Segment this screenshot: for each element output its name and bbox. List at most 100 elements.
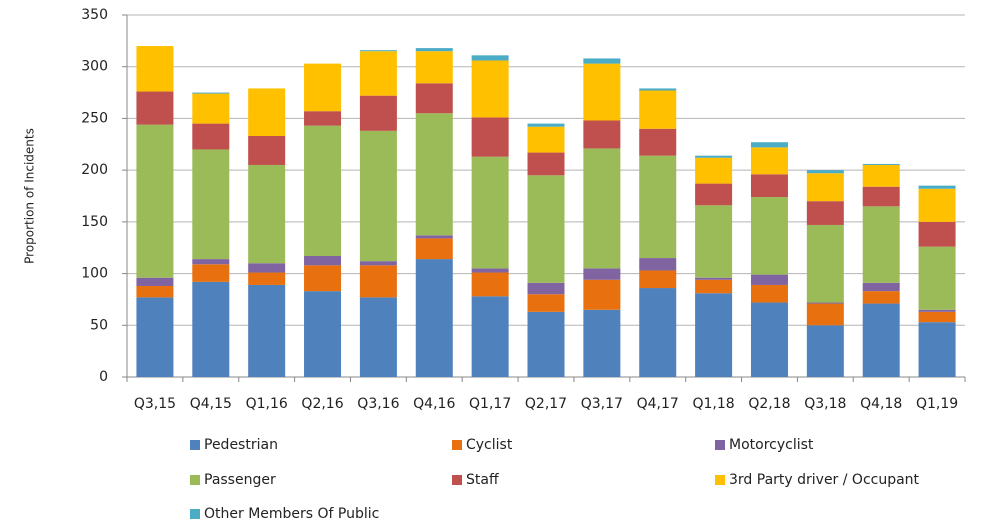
x-tick-label: Q1,16 <box>246 396 288 412</box>
x-tick-label: Q1,18 <box>692 396 734 412</box>
bar-segment <box>639 90 677 129</box>
bar-segment <box>136 277 174 286</box>
y-tick-label: 100 <box>81 266 108 282</box>
bar-segment <box>304 291 342 377</box>
bar-segment <box>415 259 453 377</box>
x-tick-label: Q3,18 <box>804 396 846 412</box>
bar-segment <box>695 293 733 377</box>
bar-segment <box>806 201 844 225</box>
bar-segment <box>359 50 397 52</box>
legend-label: Pedestrian <box>204 437 278 453</box>
bar-segment <box>527 294 565 312</box>
bar-segment <box>583 279 621 310</box>
bar-segment <box>750 302 788 377</box>
bar-segment <box>359 95 397 131</box>
x-tick-label: Q4,18 <box>860 396 902 412</box>
bar-segment <box>136 297 174 377</box>
bar-segment <box>415 48 453 52</box>
bar-segment <box>527 123 565 127</box>
bar-segment <box>192 281 230 377</box>
bar-segment <box>583 268 621 280</box>
bar-segment <box>192 149 230 260</box>
x-tick-label: Q1,17 <box>469 396 511 412</box>
bar-segment <box>583 309 621 377</box>
bar-segment <box>806 224 844 303</box>
bar-segment <box>750 147 788 175</box>
bar-segment <box>471 268 509 273</box>
y-tick-label: 200 <box>81 162 108 178</box>
x-tick-label: Q4,15 <box>190 396 232 412</box>
bar-segment <box>527 126 565 153</box>
bar-segment <box>695 155 733 158</box>
bar-segment <box>415 113 453 236</box>
legend-swatch <box>190 475 200 485</box>
bar-segment <box>304 125 342 256</box>
bar-segment <box>639 155 677 259</box>
bar-segment <box>806 170 844 174</box>
bar-segment <box>248 272 286 285</box>
y-tick-label: 350 <box>81 7 108 23</box>
bar-segment <box>695 279 733 294</box>
bar-segment <box>192 259 230 265</box>
bar-segment <box>192 92 230 94</box>
bar-segment <box>248 164 286 264</box>
bar-segment <box>471 156 509 269</box>
legend-label: 3rd Party driver / Occupant <box>729 472 920 488</box>
y-axis-title: Proportion of Incidents <box>23 128 37 264</box>
bar-segment <box>695 157 733 184</box>
bar-segment <box>918 185 956 189</box>
y-tick-label: 150 <box>81 214 108 230</box>
bar-segment <box>248 136 286 165</box>
bar-segment <box>359 51 397 96</box>
bar-segment <box>359 297 397 377</box>
bar-segment <box>862 303 900 377</box>
bar-segment <box>639 258 677 271</box>
bar-segment <box>583 58 621 64</box>
bar-segment <box>750 142 788 148</box>
bar-segment <box>862 291 900 304</box>
bar-segment <box>806 303 844 326</box>
bar-segment <box>359 265 397 298</box>
legend-label: Other Members Of Public <box>204 506 379 522</box>
y-tick-label: 250 <box>81 110 108 126</box>
bar-segment <box>639 88 677 91</box>
legend-label: Cyclist <box>466 437 513 453</box>
bar-segment <box>639 288 677 377</box>
x-tick-label: Q2,17 <box>525 396 567 412</box>
bar-segment <box>583 148 621 269</box>
bar-segment <box>695 205 733 278</box>
x-tick-label: Q4,17 <box>637 396 679 412</box>
legend-label: Passenger <box>204 472 276 488</box>
bar-segment <box>527 311 565 377</box>
bar-segment <box>192 123 230 150</box>
legend-label: Staff <box>466 472 499 488</box>
bar-segment <box>415 235 453 239</box>
bar-segment <box>583 120 621 149</box>
bar-segment <box>304 255 342 266</box>
bar-segment <box>248 263 286 273</box>
bar-segment <box>248 88 286 137</box>
bar-segment <box>136 91 174 125</box>
bar-segment <box>527 152 565 176</box>
bar-segment <box>248 284 286 377</box>
bar-segment <box>304 265 342 292</box>
bar-segment <box>415 51 453 84</box>
bar-segment <box>918 322 956 377</box>
x-tick-label: Q2,18 <box>748 396 790 412</box>
bar-segment <box>862 206 900 283</box>
bar-segment <box>304 63 342 112</box>
legend-label: Motorcyclist <box>729 437 814 453</box>
bar-segment <box>806 173 844 202</box>
bar-segment <box>862 164 900 187</box>
legend-swatch <box>715 475 725 485</box>
bar-segment <box>527 282 565 295</box>
legend-swatch <box>452 475 462 485</box>
bar-segment <box>750 284 788 303</box>
bar-segment <box>639 270 677 289</box>
x-tick-label: Q1,19 <box>916 396 958 412</box>
bar-segment <box>862 163 900 165</box>
bar-segment <box>527 175 565 283</box>
bar-segment <box>918 221 956 247</box>
bar-segment <box>192 93 230 124</box>
legend-swatch <box>190 440 200 450</box>
